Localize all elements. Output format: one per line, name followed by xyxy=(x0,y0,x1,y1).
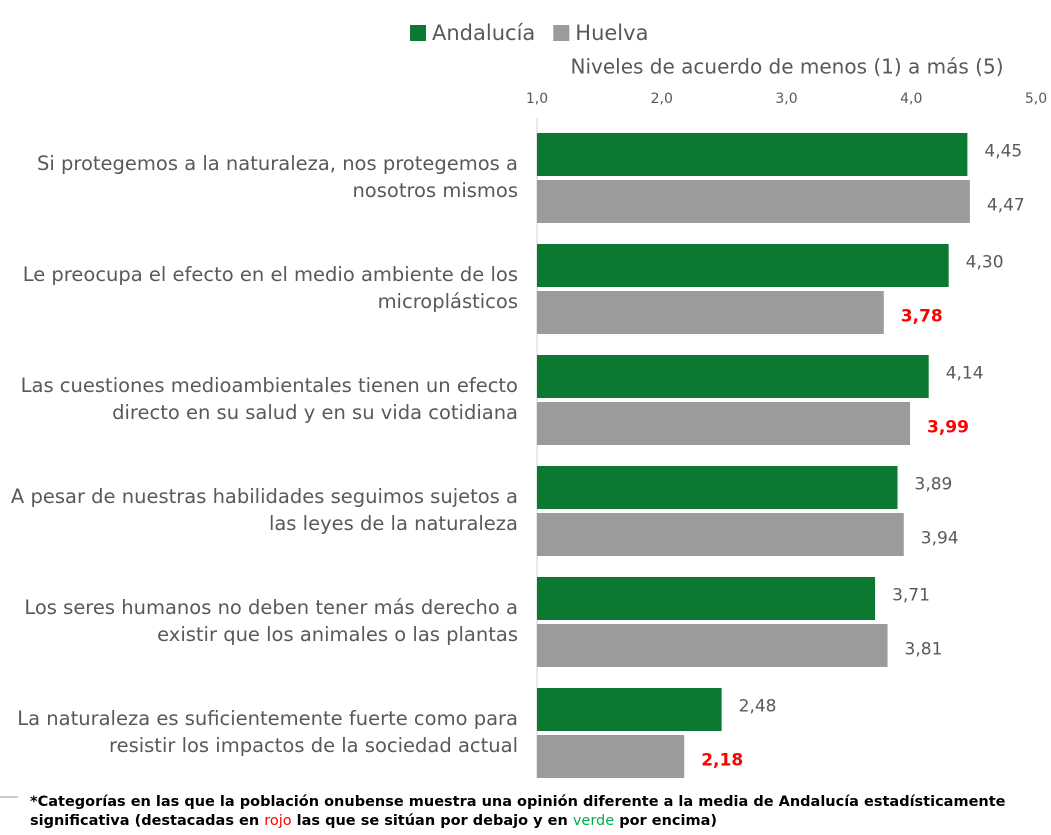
x-tick-label: 3,0 xyxy=(775,91,797,107)
x-tick-label: 4,0 xyxy=(900,91,922,107)
bar xyxy=(537,133,968,176)
value-label: 3,78 xyxy=(901,307,943,327)
value-label: 4,30 xyxy=(966,253,1004,273)
footnote-part: por encima) xyxy=(614,813,718,829)
value-label: 4,45 xyxy=(984,142,1022,162)
category-label: Las cuestiones medioambientales tienen u… xyxy=(20,373,518,424)
value-label: 2,48 xyxy=(739,697,777,717)
category-label: Le preocupa el efecto en el medio ambien… xyxy=(22,262,518,313)
bar xyxy=(537,180,970,223)
value-label: 2,18 xyxy=(701,751,743,771)
x-tick-label: 5,0 xyxy=(1025,91,1047,107)
bar xyxy=(537,624,888,667)
bar xyxy=(537,466,898,509)
legend-label: Andalucía xyxy=(432,21,535,45)
legend-swatch xyxy=(553,25,570,41)
value-label: 4,14 xyxy=(946,364,984,384)
bar xyxy=(537,244,949,287)
bar xyxy=(537,735,685,778)
bar xyxy=(537,577,876,620)
category-label: Si protegemos a la naturaleza, nos prote… xyxy=(37,151,518,202)
x-tick-label: 1,0 xyxy=(526,91,548,107)
footnote-part: verde xyxy=(572,813,615,829)
footnote: *Categorías en las que la población onub… xyxy=(30,793,1040,831)
category-label: A pesar de nuestras habilidades seguimos… xyxy=(10,484,518,535)
value-label: 3,81 xyxy=(905,640,943,660)
value-label: 3,94 xyxy=(921,529,959,549)
footnote-part: las que se sitúan por debajo y en xyxy=(291,813,573,829)
bar xyxy=(537,291,884,334)
legend-swatch xyxy=(410,25,426,41)
value-label: 3,71 xyxy=(892,586,930,606)
bar xyxy=(537,355,929,398)
value-label: 4,47 xyxy=(987,196,1025,216)
category-label: La naturaleza es suficientemente fuerte … xyxy=(17,706,518,757)
footnote-part: *Categorías en las que la población onub… xyxy=(30,794,1006,829)
axis-title: Niveles de acuerdo de menos (1) a más (5… xyxy=(570,55,1003,79)
footnote-part: rojo xyxy=(264,813,292,829)
value-label: 3,89 xyxy=(915,475,953,495)
x-tick-label: 2,0 xyxy=(651,91,673,107)
bar xyxy=(537,688,722,731)
legend-label: Huelva xyxy=(575,21,648,45)
value-label: 3,99 xyxy=(927,418,969,438)
bar xyxy=(537,402,911,445)
category-label: Los seres humanos no deben tener más der… xyxy=(24,595,518,646)
bar xyxy=(537,513,904,556)
